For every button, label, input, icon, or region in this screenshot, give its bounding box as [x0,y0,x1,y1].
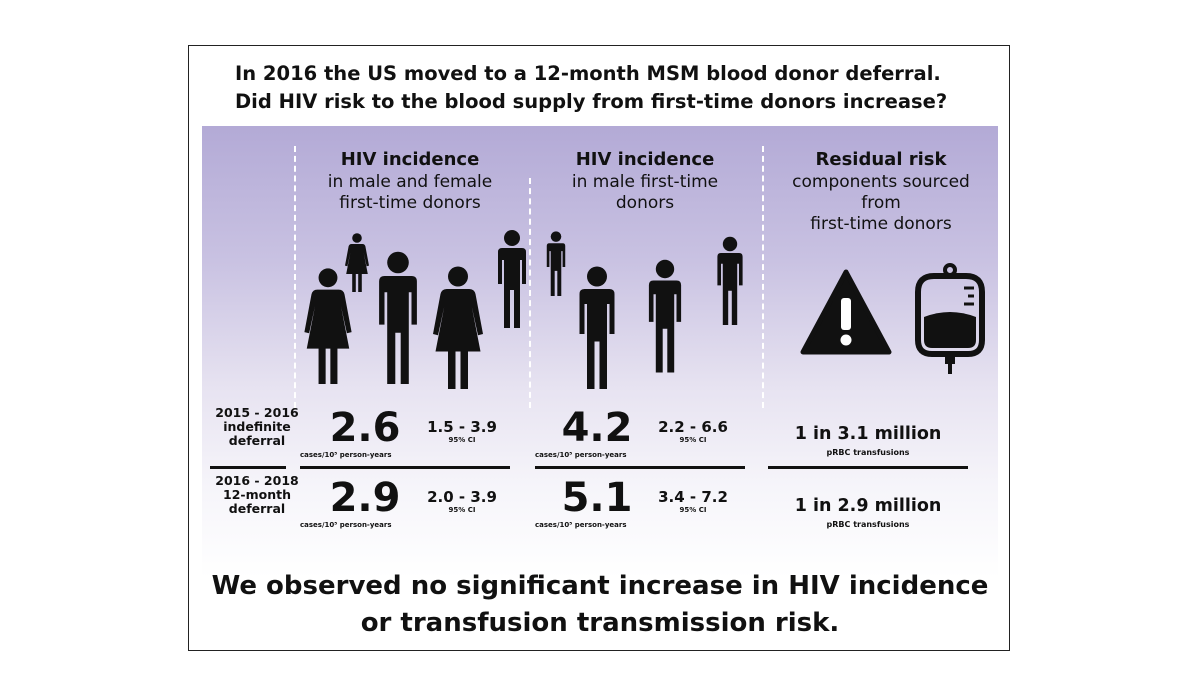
row-divider [535,466,745,469]
confidence-interval: 2.0 - 3.9 [427,488,497,506]
column-subtitle: first-time donors [339,193,481,213]
female-child-icon [343,232,371,292]
period-years: 2016 - 2018 [215,473,299,488]
incidence-value-male-2016: 5.1 [561,475,633,521]
column-subtitle: from [861,193,901,213]
period-policy: 12-month [223,487,291,502]
male-person-icon [370,249,426,384]
male-person-icon [572,264,622,389]
confidence-interval-label: 95% CI [679,506,707,514]
male-person-icon [712,234,748,326]
column-subtitle: donors [615,193,675,213]
column-subtitle: components sourced [792,172,970,192]
row-divider [768,466,968,469]
column-subtitle: in male first-time [571,172,719,192]
incidence-value-all-2015: 2.6 [329,405,401,451]
incidence-unit: cases/10⁵ person-years [300,521,392,529]
conclusion-text: We observed no significant increase in H… [189,568,1011,642]
column-header-all-donors: HIV incidence in male and female first-t… [294,148,526,214]
incidence-value-male-2015: 4.2 [561,405,633,451]
female-person-icon [430,264,486,389]
period-policy-suffix: deferral [228,501,286,516]
question-line-2: Did HIV risk to the blood supply from fi… [235,90,948,113]
conclusion-line-2: or transfusion transmission risk. [360,608,840,638]
residual-risk-2015: 1 in 3.1 million [794,424,942,444]
column-title: Residual risk [815,149,947,170]
column-header-residual-risk: Residual risk components sourced from fi… [764,148,998,235]
question-line-1: In 2016 the US moved to a 12-month MSM b… [235,62,941,85]
infographic-frame: In 2016 the US moved to a 12-month MSM b… [188,45,1010,651]
confidence-interval-label: 95% CI [448,506,476,514]
row-divider [210,466,286,469]
conclusion-line-1: We observed no significant increase in H… [211,571,989,601]
period-policy-suffix: deferral [228,433,286,448]
period-label-2016-2018: 2016 - 2018 12-month deferral [212,474,302,516]
column-subtitle: in male and female [327,172,493,192]
blood-bag-icon [915,263,985,374]
confidence-interval: 1.5 - 3.9 [427,418,497,436]
residual-risk-label: pRBC transfusions [826,520,910,529]
male-child-icon [542,230,570,296]
confidence-interval: 2.2 - 6.6 [658,418,728,436]
residual-risk-label: pRBC transfusions [826,448,910,457]
period-policy: indefinite [223,419,291,434]
column-divider [294,146,296,408]
question-text: In 2016 the US moved to a 12-month MSM b… [235,60,947,116]
residual-risk-2016: 1 in 2.9 million [794,496,942,516]
row-divider [300,466,510,469]
column-title: HIV incidence [340,149,480,170]
period-years: 2015 - 2016 [215,405,299,420]
confidence-interval-label: 95% CI [679,436,707,444]
column-divider [529,178,531,408]
incidence-unit: cases/10⁵ person-years [535,451,627,459]
column-subtitle: first-time donors [810,214,952,234]
warning-triangle-icon [800,269,892,355]
male-person-icon [492,228,532,328]
male-person-icon [642,256,688,374]
incidence-unit: cases/10⁵ person-years [535,521,627,529]
period-label-2015-2016: 2015 - 2016 indefinite deferral [212,406,302,448]
column-title: HIV incidence [575,149,715,170]
content-band: HIV incidence in male and female first-t… [202,126,998,578]
confidence-interval-label: 95% CI [448,436,476,444]
column-header-male-donors: HIV incidence in male first-time donors [529,148,761,214]
column-divider [762,146,764,408]
incidence-value-all-2016: 2.9 [329,475,401,521]
incidence-unit: cases/10⁵ person-years [300,451,392,459]
confidence-interval: 3.4 - 7.2 [658,488,728,506]
